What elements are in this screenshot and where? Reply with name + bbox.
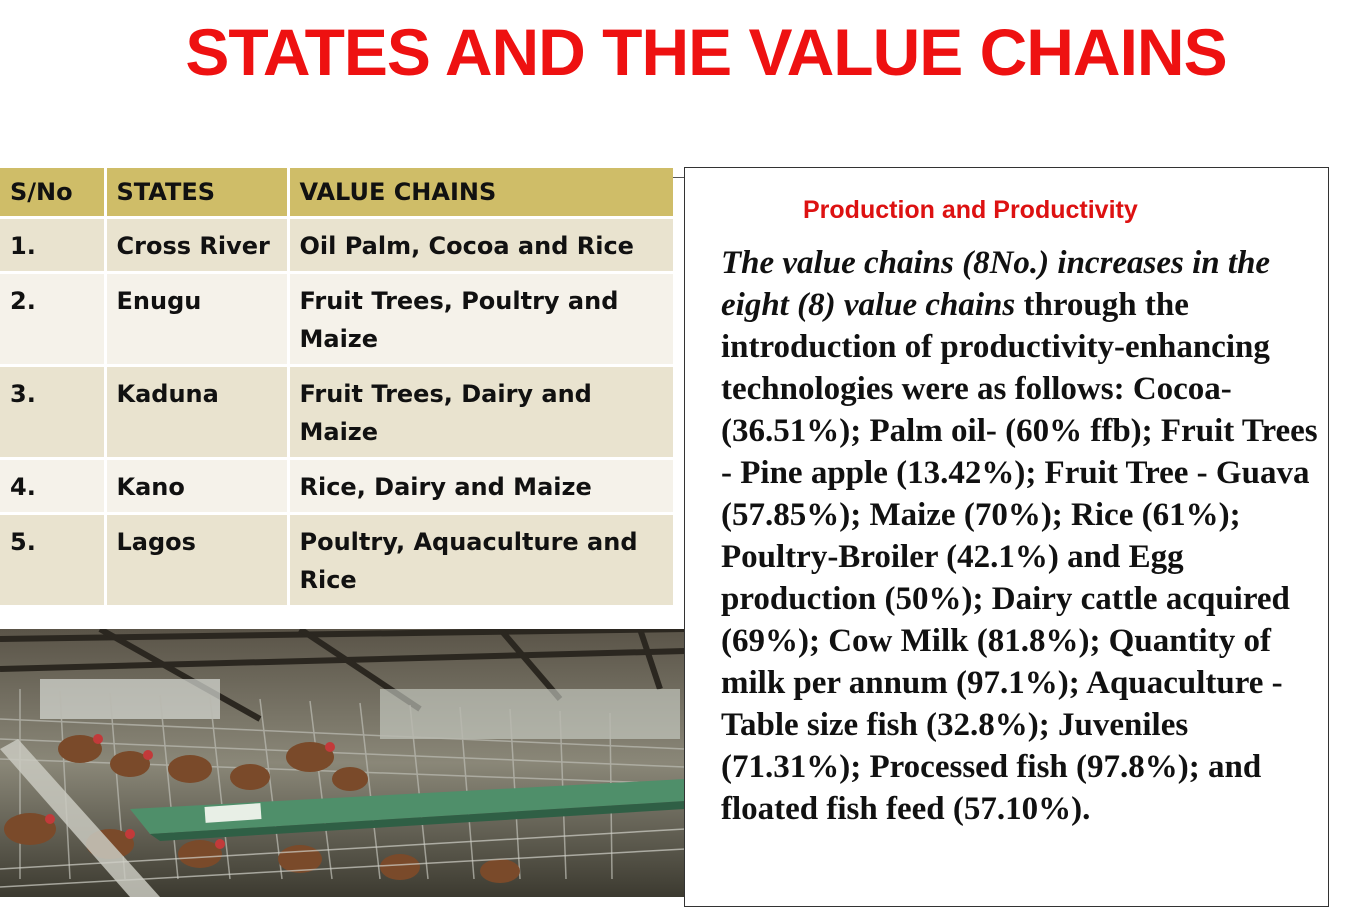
poultry-cages-photo <box>0 629 685 897</box>
cell-state: Lagos <box>103 513 288 608</box>
textbox-heading: Production and Productivity <box>803 196 1138 224</box>
cell-sno: 2. <box>0 272 105 367</box>
textbox-italic-lead: The value chains (8No.) increases in the… <box>721 245 1271 323</box>
cell-sno: 4. <box>0 458 105 515</box>
table-row: 4. Kano Rice, Dairy and Maize <box>0 458 673 515</box>
textbox-body: The value chains (8No.) increases in the… <box>721 242 1321 830</box>
table-row: 3. Kaduna Fruit Trees, Dairy and Maize <box>0 365 673 460</box>
header-value-chains: VALUE CHAINS <box>286 168 673 219</box>
cell-value-chains: Poultry, Aquaculture and Rice <box>286 513 673 608</box>
textbox-body-text: through the introduction of productivity… <box>721 287 1318 827</box>
production-productivity-box: Production and Productivity The value ch… <box>684 167 1329 907</box>
cell-sno: 5. <box>0 513 105 608</box>
table-row: 2. Enugu Fruit Trees, Poultry and Maize <box>0 272 673 367</box>
cell-sno: 3. <box>0 365 105 460</box>
connector-line <box>673 177 685 178</box>
table-row: 5. Lagos Poultry, Aquaculture and Rice <box>0 513 673 608</box>
header-sno: S/No <box>0 168 105 219</box>
table-row: 1. Cross River Oil Palm, Cocoa and Rice <box>0 217 673 274</box>
header-states: STATES <box>103 168 288 219</box>
cell-state: Kano <box>103 458 288 515</box>
cell-value-chains: Fruit Trees, Dairy and Maize <box>286 365 673 460</box>
cell-value-chains: Rice, Dairy and Maize <box>286 458 673 515</box>
table-header-row: S/No STATES VALUE CHAINS <box>0 168 673 219</box>
cell-value-chains: Fruit Trees, Poultry and Maize <box>286 272 673 367</box>
page-title: STATES AND THE VALUE CHAINS <box>185 15 1227 89</box>
cell-state: Cross River <box>103 217 288 274</box>
value-chains-table: S/No STATES VALUE CHAINS 1. Cross River … <box>0 168 673 608</box>
cell-state: Kaduna <box>103 365 288 460</box>
cell-state: Enugu <box>103 272 288 367</box>
cell-value-chains: Oil Palm, Cocoa and Rice <box>286 217 673 274</box>
cell-sno: 1. <box>0 217 105 274</box>
